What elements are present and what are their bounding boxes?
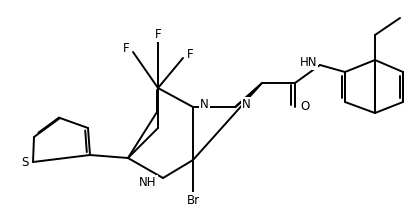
Text: F: F — [155, 27, 161, 40]
Text: S: S — [21, 156, 29, 168]
Text: O: O — [300, 101, 310, 114]
Text: N: N — [242, 99, 251, 112]
Text: F: F — [123, 42, 129, 55]
Text: NH: NH — [139, 177, 157, 189]
Text: F: F — [187, 48, 193, 61]
Text: HN: HN — [299, 55, 317, 69]
Text: N: N — [200, 99, 209, 112]
Text: Br: Br — [186, 194, 200, 206]
